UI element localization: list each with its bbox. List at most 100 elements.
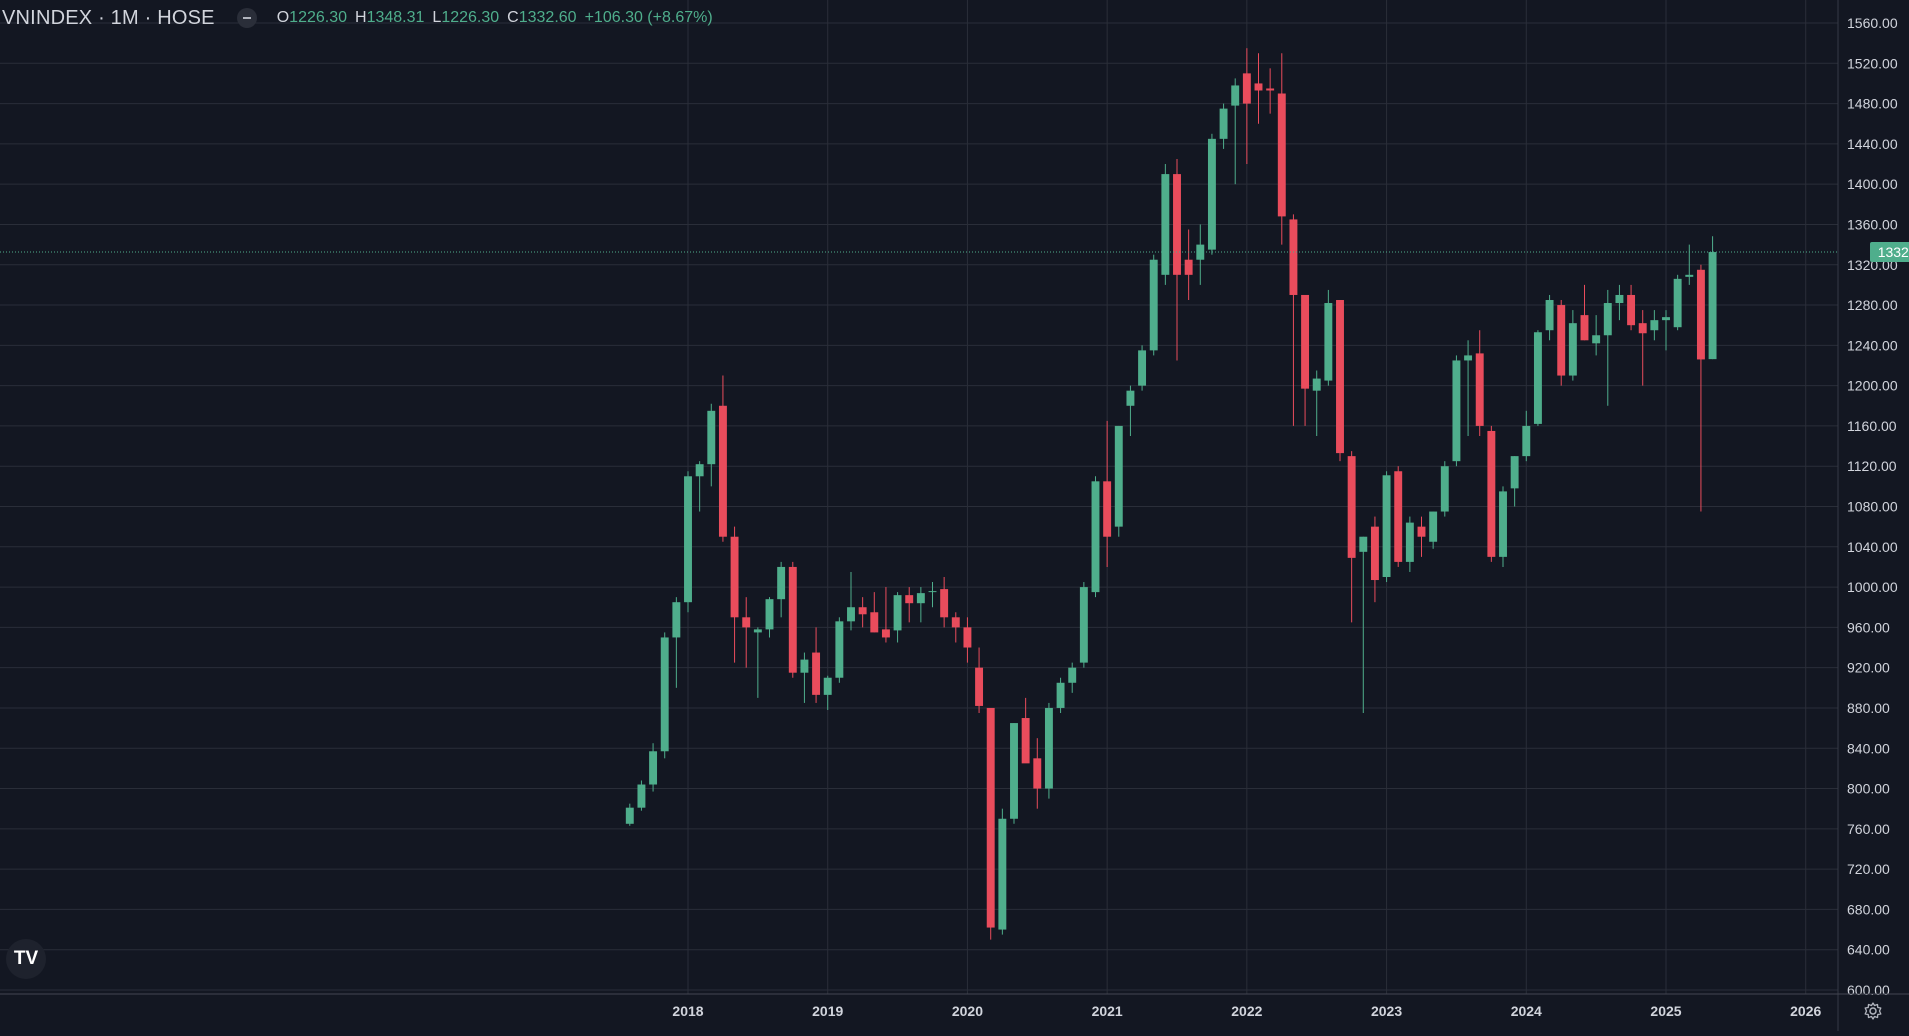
candle-body[interactable]: [1708, 252, 1717, 360]
candle-body[interactable]: [1149, 259, 1158, 351]
candle-body[interactable]: [1277, 93, 1286, 217]
hide-toggle-icon[interactable]: [236, 8, 257, 28]
candle-body[interactable]: [1603, 303, 1612, 336]
candle-body[interactable]: [928, 591, 937, 593]
candle-body[interactable]: [870, 612, 879, 633]
candle-body[interactable]: [812, 652, 821, 695]
candle-body[interactable]: [951, 617, 960, 628]
candle-body[interactable]: [660, 637, 669, 752]
candle-body[interactable]: [1475, 353, 1484, 426]
candle-body[interactable]: [916, 593, 925, 604]
candle-body[interactable]: [1394, 471, 1403, 562]
candle-body[interactable]: [1627, 294, 1636, 326]
candle-body[interactable]: [963, 627, 972, 648]
candle-body[interactable]: [765, 599, 774, 630]
candle-body[interactable]: [1289, 219, 1298, 295]
candle-body[interactable]: [1033, 758, 1042, 789]
candle-body[interactable]: [1254, 83, 1263, 91]
candle-body[interactable]: [858, 607, 867, 615]
candle-body[interactable]: [1336, 300, 1344, 454]
candle-body[interactable]: [637, 784, 646, 808]
candle-body[interactable]: [684, 476, 692, 603]
candle-body[interactable]: [881, 629, 890, 638]
candle-body[interactable]: [1370, 526, 1379, 581]
candle-body[interactable]: [835, 621, 844, 678]
candle-body[interactable]: [1522, 425, 1531, 457]
candle-body[interactable]: [1091, 481, 1100, 593]
candle-body[interactable]: [1499, 491, 1507, 557]
candle-body[interactable]: [1126, 390, 1135, 406]
candle-body[interactable]: [1685, 274, 1694, 277]
candle-body[interactable]: [1557, 305, 1566, 376]
candle-body[interactable]: [777, 566, 786, 600]
candle-body[interactable]: [905, 595, 914, 604]
candle-body[interactable]: [1452, 360, 1461, 462]
candle-body[interactable]: [1207, 138, 1216, 250]
candle-body[interactable]: [1359, 536, 1368, 552]
candle-body[interactable]: [742, 617, 751, 628]
candle-body[interactable]: [1021, 718, 1030, 764]
symbol-title[interactable]: VNINDEX · 1M · HOSE: [2, 6, 215, 29]
candle-body[interactable]: [1114, 425, 1123, 527]
candle-body[interactable]: [1301, 294, 1310, 389]
candle-body[interactable]: [1184, 259, 1193, 275]
candle-body[interactable]: [1533, 332, 1542, 424]
candle-body[interactable]: [672, 602, 681, 638]
candle-body[interactable]: [1662, 317, 1670, 321]
candle-body[interactable]: [1417, 526, 1426, 537]
candle-body[interactable]: [695, 464, 704, 477]
candle-body[interactable]: [975, 667, 984, 706]
candle-body[interactable]: [893, 595, 902, 631]
candle-body[interactable]: [1103, 481, 1112, 537]
candle-body[interactable]: [649, 751, 658, 785]
candle-body[interactable]: [1044, 707, 1053, 789]
candle-body[interactable]: [1347, 456, 1356, 558]
candle-body[interactable]: [1382, 475, 1391, 578]
candle-body[interactable]: [800, 659, 809, 673]
candle-body[interactable]: [1138, 350, 1147, 386]
candle-body[interactable]: [1696, 269, 1705, 360]
candle-body[interactable]: [1592, 335, 1601, 344]
candle-body[interactable]: [1487, 430, 1496, 557]
candle-body[interactable]: [1545, 300, 1554, 331]
candle-body[interactable]: [998, 818, 1007, 930]
candle-body[interactable]: [940, 589, 949, 618]
candle-body[interactable]: [1312, 378, 1321, 391]
candle-body[interactable]: [1464, 355, 1473, 361]
candle-body[interactable]: [1440, 466, 1449, 512]
candle-body[interactable]: [1079, 587, 1088, 663]
candle-body[interactable]: [1650, 320, 1659, 331]
candle-body[interactable]: [823, 677, 832, 695]
candle-body[interactable]: [625, 807, 634, 824]
candle-body[interactable]: [1510, 456, 1519, 489]
candle-body[interactable]: [1405, 522, 1414, 562]
candle-body[interactable]: [1231, 85, 1240, 106]
candle-body[interactable]: [1242, 73, 1251, 104]
candle-body[interactable]: [1324, 303, 1333, 381]
candle-body[interactable]: [1068, 667, 1077, 683]
candle-body[interactable]: [1173, 174, 1181, 275]
candle-body[interactable]: [1673, 278, 1682, 328]
candle-body[interactable]: [753, 629, 762, 633]
candle-body[interactable]: [1638, 323, 1647, 334]
y-tick-label: 1280.00: [1847, 297, 1898, 313]
candle-body[interactable]: [1161, 174, 1170, 275]
candle-body[interactable]: [788, 566, 797, 673]
candle-body[interactable]: [1429, 511, 1438, 542]
candle-body[interactable]: [1615, 294, 1624, 304]
tradingview-logo[interactable]: TV: [6, 939, 46, 979]
candle-body[interactable]: [1010, 723, 1018, 819]
candle-body[interactable]: [1056, 682, 1065, 708]
candle-body[interactable]: [1219, 108, 1228, 139]
candle-body[interactable]: [986, 707, 995, 928]
candle-body[interactable]: [1580, 315, 1589, 341]
settings-gear-icon[interactable]: [1862, 1000, 1884, 1022]
candle-body[interactable]: [847, 607, 855, 622]
candle-body[interactable]: [718, 405, 727, 537]
candle-body[interactable]: [1266, 88, 1275, 91]
candle-body[interactable]: [1568, 323, 1577, 376]
candle-body[interactable]: [730, 536, 739, 618]
candle-body[interactable]: [707, 410, 716, 465]
